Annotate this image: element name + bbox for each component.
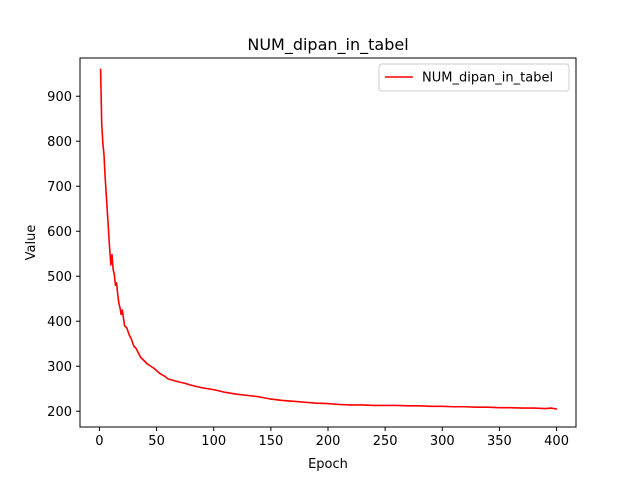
x-tick-label: 100 bbox=[201, 434, 226, 449]
x-tick-label: 150 bbox=[258, 434, 283, 449]
y-tick-label: 200 bbox=[47, 405, 72, 420]
x-axis-ticks: 0 50 100 150 200 250 300 350 400 bbox=[95, 427, 569, 449]
x-tick-label: 400 bbox=[544, 434, 569, 449]
legend-frame bbox=[378, 63, 570, 92]
x-tick-label: 300 bbox=[430, 434, 455, 449]
x-axis-label: Epoch bbox=[308, 457, 348, 472]
x-tick-label: 50 bbox=[148, 434, 165, 449]
y-tick-label: 400 bbox=[47, 315, 72, 330]
x-tick-label: 200 bbox=[316, 434, 341, 449]
plot-background bbox=[80, 58, 576, 427]
x-tick-label: 250 bbox=[373, 434, 398, 449]
series-line-0 bbox=[99, 68, 558, 410]
y-tick-label: 700 bbox=[47, 180, 72, 195]
x-tick-label: 350 bbox=[487, 434, 512, 449]
y-tick-label: 500 bbox=[47, 270, 72, 285]
series-layer bbox=[99, 68, 558, 410]
y-axis-ticks: 200 300 400 500 600 700 800 900 bbox=[47, 90, 80, 420]
y-tick-label: 300 bbox=[47, 360, 72, 375]
legend: NUM_dipan_in_tabel bbox=[378, 63, 570, 92]
y-axis-label: Value bbox=[24, 225, 39, 261]
x-tick-label: 0 bbox=[95, 434, 103, 449]
chart-title: NUM_dipan_in_tabel bbox=[247, 35, 408, 55]
y-tick-label: 800 bbox=[47, 135, 72, 150]
y-tick-label: 900 bbox=[47, 90, 72, 105]
legend-label: NUM_dipan_in_tabel bbox=[422, 71, 553, 86]
y-tick-label: 600 bbox=[47, 225, 72, 240]
